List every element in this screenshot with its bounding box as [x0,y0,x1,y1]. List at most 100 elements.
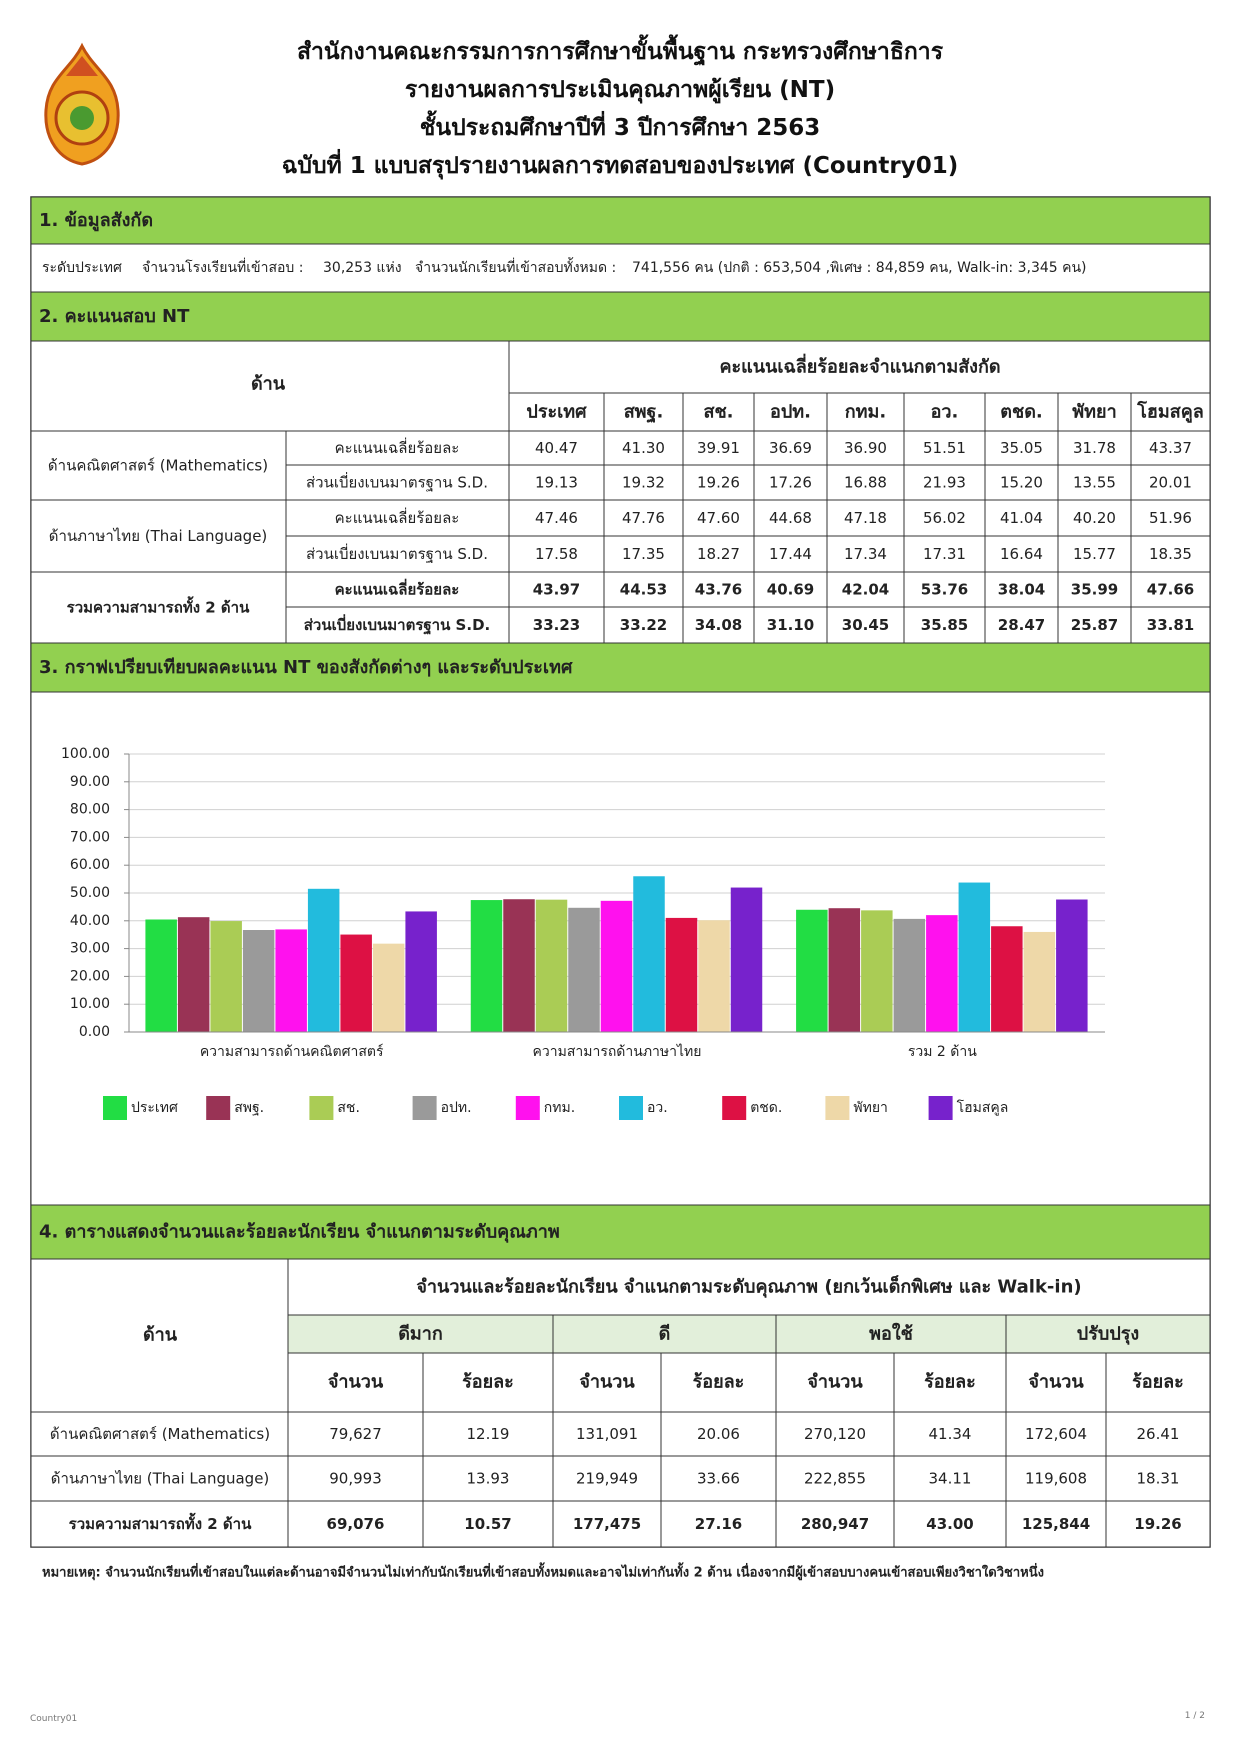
column-header: กทม. [845,402,886,423]
row-subject: รวมความสามารถทั้ง 2 ด้าน [69,1512,252,1533]
table-value: 41.34 [929,1425,972,1443]
table-cell [30,196,1211,245]
bar [372,943,405,1032]
bar [210,921,242,1032]
table-cell [1105,1411,1211,1457]
column-header: อปท. [770,402,811,423]
table-value: 30.45 [842,616,889,634]
emblem [44,42,120,166]
table-value: 20.06 [697,1425,740,1443]
legend-label: สช. [337,1100,360,1116]
column-header: ประเทศ [526,402,587,423]
table-cell [903,606,986,644]
bar [503,899,535,1032]
table-cell [1057,571,1132,608]
table-value: 43.97 [533,581,580,599]
table-cell [508,340,1211,394]
bar [665,917,698,1032]
bar [698,920,730,1032]
info-text: 30,253 แห่ง [323,260,402,276]
sub-header: จำนวน [1028,1372,1084,1393]
table-cell [1130,430,1211,466]
table-value: 10.57 [464,1515,511,1533]
table-value: 19.13 [535,474,578,492]
table-cell [660,1500,777,1548]
bar [568,907,600,1032]
table-value: 21.93 [923,474,966,492]
table-cell [508,464,605,501]
table-value: 17.58 [535,545,578,563]
table-cell [30,430,287,501]
table-cell [1105,1352,1211,1413]
table-value: 36.69 [769,439,812,457]
table-value: 53.76 [921,581,968,599]
table-value: 40.69 [767,581,814,599]
table-value: 20.01 [1149,474,1192,492]
table-cell [1105,1500,1211,1548]
table-value: 33.81 [1147,616,1194,634]
table-cell [30,571,287,644]
table-cell [603,499,684,537]
table-value: 172,604 [1025,1425,1087,1443]
table-cell [984,430,1059,466]
table-cell [903,535,986,573]
bar [242,930,275,1032]
table-value: 17.31 [923,545,966,563]
legend-swatch [412,1096,437,1120]
table-cell [30,642,1211,693]
table-cell [1130,392,1211,432]
table-header: คะแนนเฉลี่ยร้อยละจำแนกตามสังกัด [719,354,1000,378]
y-tick-label: 80.00 [70,802,110,818]
x-tick-label: รวม 2 ด้าน [908,1044,977,1060]
section-title: 1. ข้อมูลสังกัด [39,210,153,232]
table-cell [682,535,755,573]
header-line: สำนักงานคณะกรรมการการศึกษาขั้นพื้นฐาน กร… [297,34,944,66]
table-value: 15.77 [1073,545,1116,563]
table-cell [984,571,1059,608]
column-header: สช. [703,402,733,423]
table-cell [826,499,905,537]
table-cell [893,1500,1007,1548]
y-tick-label: 0.00 [79,1024,110,1040]
table-value: 177,475 [573,1515,641,1533]
table-value: 42.04 [842,581,889,599]
column-header: สพฐ. [624,402,664,424]
legend-swatch [309,1096,334,1120]
table-value: 19.26 [1134,1515,1181,1533]
table-value: 15.20 [1000,474,1043,492]
table-cell [903,392,986,432]
bar [145,919,177,1032]
header-line: ชั้นประถมศึกษาปีที่ 3 ปีการศึกษา 2563 [420,110,821,141]
row-subject: ด้านภาษาไทย (Thai Language) [49,527,268,545]
table-cell [508,535,605,573]
table-cell [753,392,828,432]
table-cell [1005,1352,1107,1413]
table-cell [285,606,510,644]
table-cell [826,392,905,432]
table-cell [753,535,828,573]
table-value: 31.10 [767,616,814,634]
bar [861,910,893,1032]
legend-label: อว. [647,1100,668,1116]
table-value: 35.99 [1071,581,1118,599]
table-value: 35.05 [1000,439,1043,457]
header-line: รายงานผลการประเมินคุณภาพผู้เรียน (NT) [405,77,835,104]
table-value: 17.35 [622,545,665,563]
stat-label: คะแนนเฉลี่ยร้อยละ [335,437,460,457]
table-value: 34.08 [695,616,742,634]
table-value: 131,091 [576,1425,638,1443]
bar [958,882,991,1032]
header-line: ฉบับที่ 1 แบบสรุปรายงานผลการทดสอบของประเ… [282,148,958,180]
table-value: 47.18 [844,509,887,527]
table-cell [30,291,1211,342]
table-value: 222,855 [804,1470,866,1488]
info-text: 741,556 คน (ปกติ : 653,504 ,พิเศษ : 84,8… [632,260,1087,276]
y-tick-label: 20.00 [70,968,110,984]
column-header: อว. [931,402,959,423]
table-value: 19.32 [622,474,665,492]
table-value: 56.02 [923,509,966,527]
table-value: 17.26 [769,474,812,492]
bar [991,926,1023,1032]
table-value: 47.46 [535,509,578,527]
